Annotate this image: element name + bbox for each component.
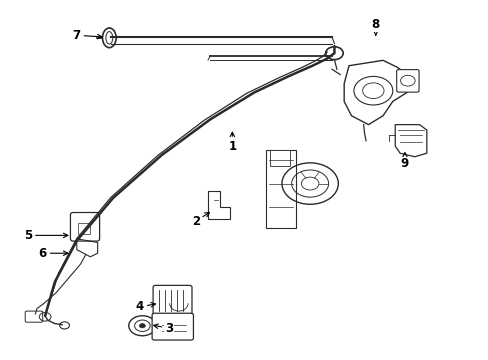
FancyBboxPatch shape — [25, 311, 42, 322]
FancyBboxPatch shape — [266, 150, 295, 228]
FancyBboxPatch shape — [78, 223, 90, 234]
FancyBboxPatch shape — [153, 285, 192, 316]
Text: 5: 5 — [24, 229, 68, 242]
Text: 6: 6 — [39, 247, 68, 260]
FancyBboxPatch shape — [270, 150, 289, 166]
Text: 1: 1 — [228, 132, 236, 153]
Text: 8: 8 — [371, 18, 379, 35]
Text: 3: 3 — [153, 322, 173, 335]
Text: 9: 9 — [400, 153, 408, 170]
Text: 4: 4 — [136, 300, 155, 313]
Text: 7: 7 — [73, 29, 102, 42]
FancyBboxPatch shape — [152, 313, 193, 340]
FancyBboxPatch shape — [396, 69, 418, 92]
Text: 2: 2 — [191, 212, 209, 228]
FancyBboxPatch shape — [70, 212, 100, 241]
Circle shape — [139, 324, 145, 328]
